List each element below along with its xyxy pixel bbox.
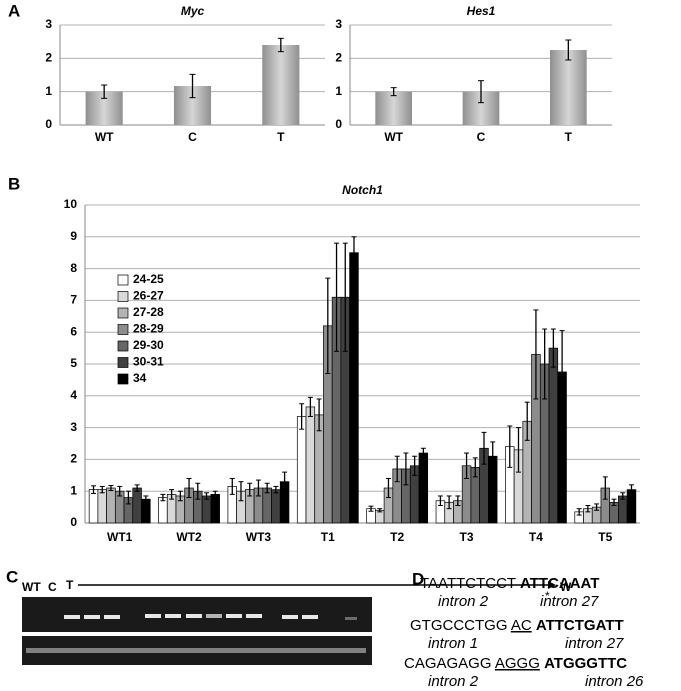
- bar: [618, 495, 628, 524]
- legend-label: 28-29: [133, 322, 164, 336]
- bar: [97, 489, 107, 524]
- seq-insert: AGGG: [495, 655, 540, 672]
- x-tick-label: WT2: [176, 530, 202, 544]
- x-tick-label: T1: [321, 530, 335, 544]
- x-tick-label: T4: [529, 530, 543, 544]
- chart-title: Notch1: [342, 183, 383, 197]
- sequence: GTGCCCTGG AC ATTCTGATT: [410, 617, 624, 634]
- bar: [349, 252, 359, 524]
- bar: [201, 495, 212, 524]
- legend-swatch: [117, 274, 129, 286]
- panel-label: B: [8, 174, 20, 193]
- y-tick-label: 3: [45, 17, 52, 31]
- bands: [64, 614, 357, 620]
- legend-label: 24-25: [133, 272, 164, 286]
- lane-label: W: [560, 580, 572, 594]
- lane-label: T: [66, 578, 74, 592]
- label: intron 2: [428, 673, 479, 690]
- bar: [158, 497, 168, 524]
- y-tick-label: 2: [335, 51, 342, 65]
- x-tick-label: WT1: [107, 530, 133, 544]
- x-tick-label: C: [477, 130, 486, 144]
- bar: [210, 494, 220, 524]
- panel-label: D: [412, 569, 424, 588]
- panel-label: A: [8, 1, 20, 20]
- y-tick-label: 1: [70, 483, 77, 497]
- x-tick-label: WT3: [246, 530, 272, 544]
- legend-label: 30-31: [133, 355, 164, 369]
- legend-swatch: [117, 307, 129, 319]
- bar: [271, 489, 281, 524]
- x-tick-label: T5: [598, 530, 612, 544]
- x-tick-label: WT: [384, 130, 403, 144]
- legend-swatch: [117, 324, 129, 335]
- seq-right: ATTCTGATT: [536, 617, 624, 634]
- panel-label: C: [6, 567, 18, 586]
- sequence: CAGAGAGG AGGG ATGGGTTC: [404, 655, 627, 672]
- y-tick-label: 6: [70, 324, 77, 338]
- x-tick-label: T: [277, 130, 285, 144]
- sequences: TAATTCTCCT ATTCAAAT intron 2 intron 27 G…: [404, 575, 644, 690]
- seq-left: TAATTCTCCT: [420, 575, 516, 592]
- legend-label: 34: [133, 371, 147, 385]
- bar: [418, 452, 429, 524]
- y-tick-label: 0: [335, 117, 342, 131]
- legend-swatch: [117, 357, 129, 368]
- y-tick-label: 1: [335, 84, 342, 98]
- x-tick-label: WT: [95, 130, 114, 144]
- y-tick-label: 1: [45, 84, 52, 98]
- bar: [296, 416, 307, 524]
- y-tick-label: 5: [70, 356, 77, 370]
- bar: [106, 487, 116, 524]
- lane-label: WT: [22, 580, 41, 594]
- seq-left: GTGCCCTGG: [410, 617, 508, 634]
- y-tick-label: 2: [45, 51, 52, 65]
- legend-label: 29-30: [133, 338, 164, 352]
- label: intron 27: [540, 593, 599, 610]
- legend-swatch: [117, 340, 129, 352]
- y-tick-label: 4: [70, 388, 77, 402]
- label: intron 2: [438, 593, 489, 610]
- y-tick-label: 9: [70, 229, 77, 243]
- bar: [88, 489, 99, 524]
- x-tick-label: T: [565, 130, 573, 144]
- lane-label: C: [48, 580, 57, 594]
- label: intron 1: [428, 635, 478, 652]
- legend-swatch: [117, 373, 129, 385]
- y-tick-label: 0: [45, 117, 52, 131]
- legend-swatch: [117, 291, 129, 302]
- gel: WT C T W *: [22, 578, 572, 665]
- bar: [262, 45, 300, 125]
- x-tick-label: T3: [460, 530, 474, 544]
- x-tick-label: T2: [390, 530, 404, 544]
- bands: [26, 648, 366, 653]
- bar: [548, 347, 559, 524]
- label: intron 27: [565, 635, 624, 652]
- y-tick-label: 0: [70, 515, 77, 529]
- bar: [549, 50, 587, 125]
- bar: [375, 91, 413, 125]
- bar: [132, 487, 142, 524]
- seq-left: CAGAGAGG: [404, 655, 492, 672]
- y-tick-label: 10: [64, 197, 78, 211]
- y-tick-label: 8: [70, 261, 77, 275]
- label: intron 26: [585, 673, 644, 690]
- bar: [305, 406, 316, 524]
- chart-title: Myc: [181, 4, 205, 18]
- legend-label: 27-28: [133, 305, 164, 319]
- y-tick-label: 3: [335, 17, 342, 31]
- marker: *: [545, 589, 550, 603]
- x-tick-label: C: [188, 130, 197, 144]
- seq-insert: AC: [511, 617, 532, 634]
- seq-right: ATGGGTTC: [544, 655, 627, 672]
- y-tick-label: 2: [70, 452, 77, 466]
- y-tick-label: 7: [70, 293, 77, 307]
- arrow-head: [548, 581, 556, 589]
- sequence: TAATTCTCCT ATTCAAAT: [420, 575, 599, 592]
- legend-label: 26-27: [133, 289, 164, 303]
- y-tick-label: 3: [70, 420, 77, 434]
- chart-title: Hes1: [467, 4, 496, 18]
- seq-right: ATTCAAAT: [520, 575, 599, 592]
